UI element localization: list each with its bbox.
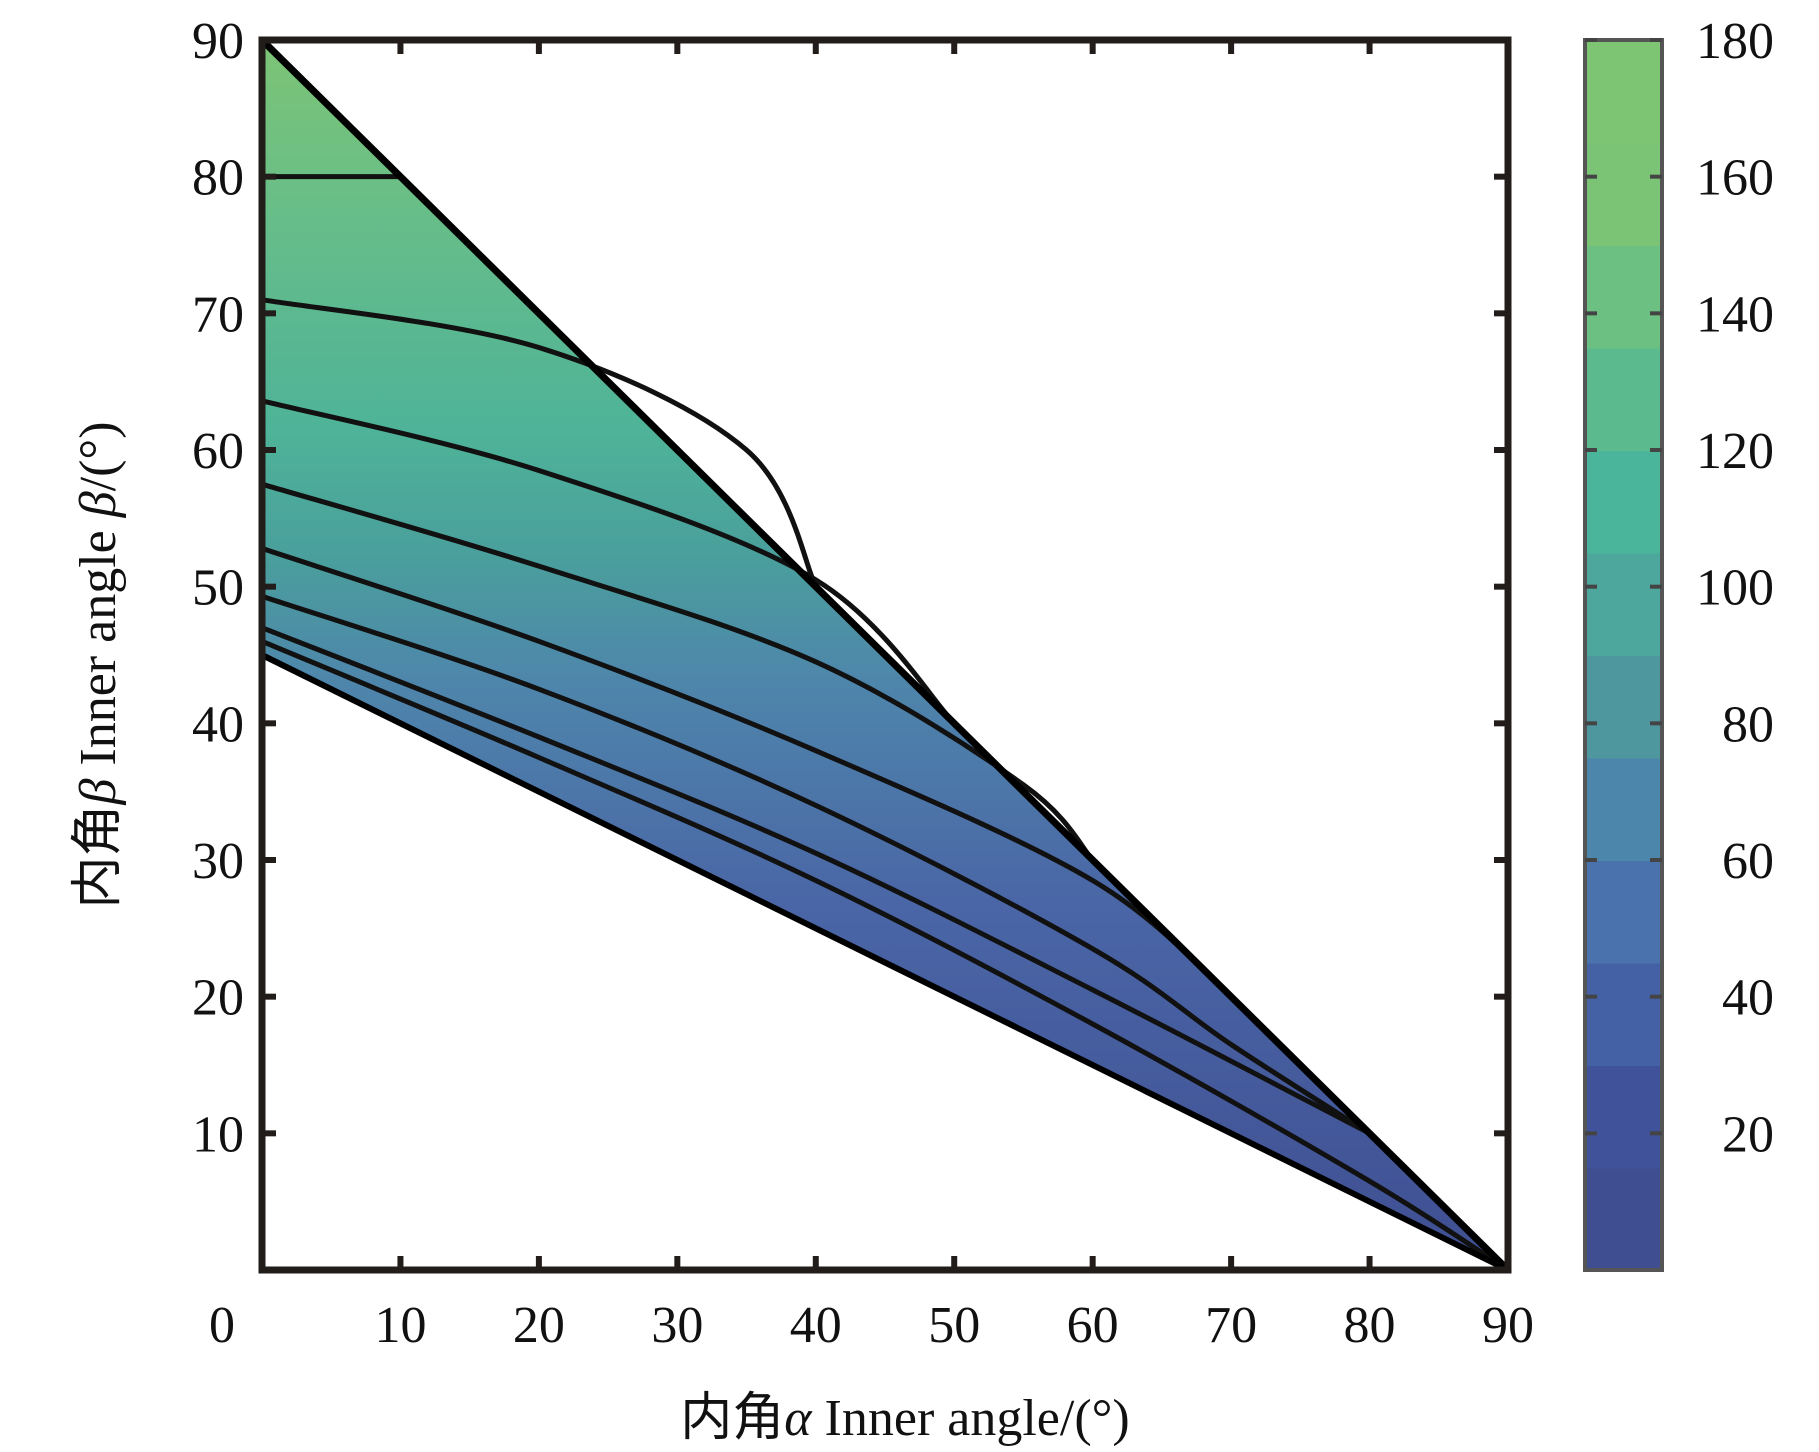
colorbar-tick-label-80: 80 bbox=[1722, 696, 1774, 753]
colorbar-band bbox=[1585, 1167, 1662, 1271]
x-tick-label-70: 70 bbox=[1205, 1297, 1257, 1354]
x-tick-label-30: 30 bbox=[651, 1297, 703, 1354]
colorbar-band bbox=[1585, 40, 1662, 144]
contour-line-40 bbox=[261, 593, 1371, 1136]
x-axis-label: 内角α Inner angle/(°) bbox=[680, 1390, 1130, 1447]
y-tick-label-40: 40 bbox=[192, 696, 244, 753]
colorbar-band bbox=[1585, 655, 1662, 759]
colorbar-tick-labels: 20 40 60 80 100 120 140 160 180 bbox=[1696, 13, 1774, 1163]
y-tick-label-20: 20 bbox=[192, 970, 244, 1027]
contour-line-60 bbox=[261, 546, 1233, 999]
y-axis-label-symbol: β bbox=[70, 779, 127, 806]
contour-line-120 bbox=[261, 297, 819, 588]
y-tick-label-80: 80 bbox=[192, 150, 244, 207]
colorbar-frame bbox=[1583, 38, 1664, 1272]
x-axis-label-prefix: 内角 bbox=[680, 1390, 784, 1447]
colorbar-tick-label-40: 40 bbox=[1722, 970, 1774, 1027]
colorbar-tick-label-20: 20 bbox=[1722, 1106, 1774, 1163]
x-axis-label-suffix: Inner angle/(°) bbox=[812, 1390, 1130, 1447]
colorbar-tick-label-140: 140 bbox=[1696, 286, 1774, 343]
colorbar-band bbox=[1585, 450, 1662, 554]
y-axis-label: 内角β Inner angle β/(°) bbox=[70, 421, 127, 908]
x-tick-label-10: 10 bbox=[374, 1297, 426, 1354]
colorbar-tick-label-100: 100 bbox=[1696, 560, 1774, 617]
contour-lines bbox=[261, 174, 1510, 1273]
y-axis-ticks bbox=[262, 37, 1508, 1137]
colorbar-band bbox=[1585, 552, 1662, 656]
colorbar-band bbox=[1585, 757, 1662, 861]
upper-boundary-line bbox=[259, 37, 1511, 1273]
contour-line-80 bbox=[261, 481, 1095, 862]
y-axis-tick-labels: 10 20 30 40 50 60 70 80 90 bbox=[192, 13, 244, 1163]
y-tick-label-10: 10 bbox=[192, 1106, 244, 1163]
x-axis-tick-labels: 0 10 20 30 40 50 60 70 80 90 bbox=[209, 1297, 1534, 1354]
y-tick-label-50: 50 bbox=[192, 560, 244, 617]
x-tick-label-60: 60 bbox=[1067, 1297, 1119, 1354]
x-tick-label-50: 50 bbox=[928, 1297, 980, 1354]
y-tick-label-90: 90 bbox=[192, 13, 244, 70]
x-tick-label-80: 80 bbox=[1344, 1297, 1396, 1354]
colorbar-band bbox=[1585, 860, 1662, 964]
lower-boundary-line bbox=[260, 652, 1510, 1273]
y-axis-label-suffix2: /(°) bbox=[70, 421, 127, 491]
colorbar-tick-label-180: 180 bbox=[1696, 13, 1774, 70]
x-tick-label-20: 20 bbox=[513, 1297, 565, 1354]
x-axis-label-symbol: α bbox=[784, 1390, 813, 1447]
region-boundaries bbox=[259, 37, 1511, 1273]
colorbar-band bbox=[1585, 142, 1662, 246]
y-tick-label-70: 70 bbox=[192, 286, 244, 343]
colorbar-band bbox=[1585, 347, 1662, 451]
contour-line-10 bbox=[261, 639, 1510, 1273]
colorbar-band bbox=[1585, 962, 1662, 1066]
y-axis-label-suffix: Inner angle bbox=[70, 517, 127, 778]
x-tick-label-90: 90 bbox=[1482, 1297, 1534, 1354]
colorbar-tick-label-120: 120 bbox=[1696, 423, 1774, 480]
colorbar-tick-label-60: 60 bbox=[1722, 833, 1774, 890]
colorbar-band bbox=[1585, 1065, 1662, 1169]
x-tick-label-40: 40 bbox=[790, 1297, 842, 1354]
contour-line-20 bbox=[261, 625, 1371, 1136]
y-tick-label-60: 60 bbox=[192, 423, 244, 480]
colorbar-tick-label-160: 160 bbox=[1696, 150, 1774, 207]
colorbar-bands bbox=[1585, 40, 1662, 1271]
x-tick-label-0: 0 bbox=[209, 1297, 235, 1354]
plot-frame bbox=[258, 36, 1512, 1274]
colorbar-ticks bbox=[1585, 38, 1662, 1136]
colorbar-band bbox=[1585, 245, 1662, 349]
contour-line-100 bbox=[261, 398, 957, 726]
y-axis-label-symbol2: β bbox=[70, 491, 127, 518]
colorbar: 20 40 60 80 100 120 140 160 180 bbox=[1583, 13, 1774, 1272]
y-axis-label-prefix: 内角 bbox=[70, 805, 127, 909]
y-tick-label-30: 30 bbox=[192, 833, 244, 890]
